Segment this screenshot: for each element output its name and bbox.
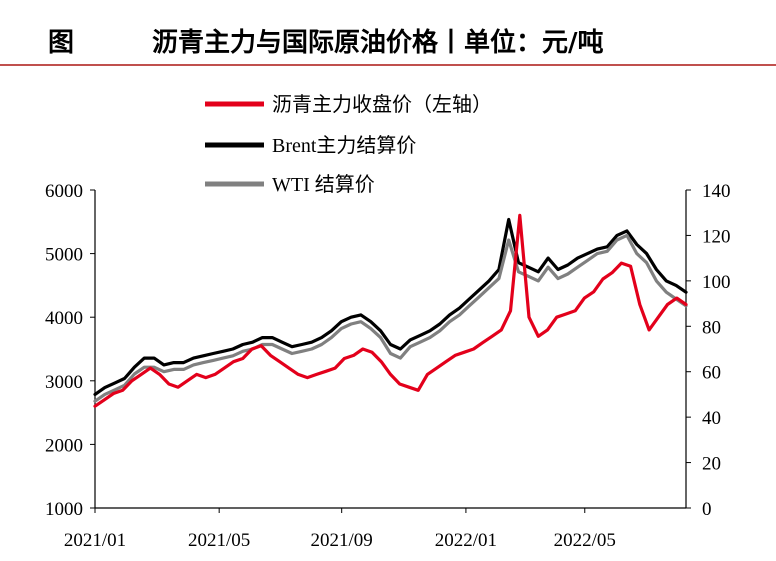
series-layer bbox=[93, 213, 688, 408]
right-tick-label: 100 bbox=[702, 272, 731, 293]
chart-title: 沥青主力与国际原油价格丨单位：元/吨 bbox=[152, 28, 604, 58]
right-tick-label: 120 bbox=[702, 226, 731, 247]
chart-axes: 1000 2000 3000 4000 5000 6000 0 20 40 60 80 100 120 1… bbox=[45, 181, 731, 551]
right-tick-label: 20 bbox=[702, 454, 721, 475]
chart-header: 图 沥青主力与国际原油价格丨单位：元/吨 bbox=[0, 0, 776, 66]
right-tick-label: 60 bbox=[702, 363, 721, 384]
series-line-2 bbox=[93, 233, 688, 403]
x-tick-label: 2022/01 bbox=[435, 530, 497, 551]
x-tick-label: 2021/09 bbox=[311, 530, 373, 551]
series-line-1 bbox=[93, 217, 688, 396]
series-line-0 bbox=[93, 213, 688, 408]
left-tick-label: 3000 bbox=[45, 372, 83, 393]
x-tick-label: 2021/05 bbox=[188, 530, 250, 551]
right-tick-label: 140 bbox=[702, 181, 731, 202]
header-divider bbox=[0, 64, 776, 66]
left-tick-label: 6000 bbox=[45, 181, 83, 202]
chart-legend: 沥青主力收盘价（左轴） Brent主力结算价 WTI 结算价 bbox=[205, 92, 492, 196]
right-tick-label: 0 bbox=[702, 499, 712, 520]
right-tick-label: 40 bbox=[702, 408, 721, 429]
left-tick-label: 1000 bbox=[45, 499, 83, 520]
left-tick-label: 2000 bbox=[45, 435, 83, 456]
right-tick-label: 80 bbox=[702, 317, 721, 338]
left-tick-label: 4000 bbox=[45, 308, 83, 329]
figure-label: 图 bbox=[48, 28, 75, 58]
legend-label-0: 沥青主力收盘价（左轴） bbox=[272, 92, 492, 116]
x-tick-label: 2021/01 bbox=[64, 530, 126, 551]
left-tick-label: 5000 bbox=[45, 245, 83, 266]
legend-label-1: Brent主力结算价 bbox=[272, 134, 416, 157]
legend-label-2: WTI 结算价 bbox=[272, 173, 375, 196]
x-tick-label: 2022/05 bbox=[554, 530, 616, 551]
